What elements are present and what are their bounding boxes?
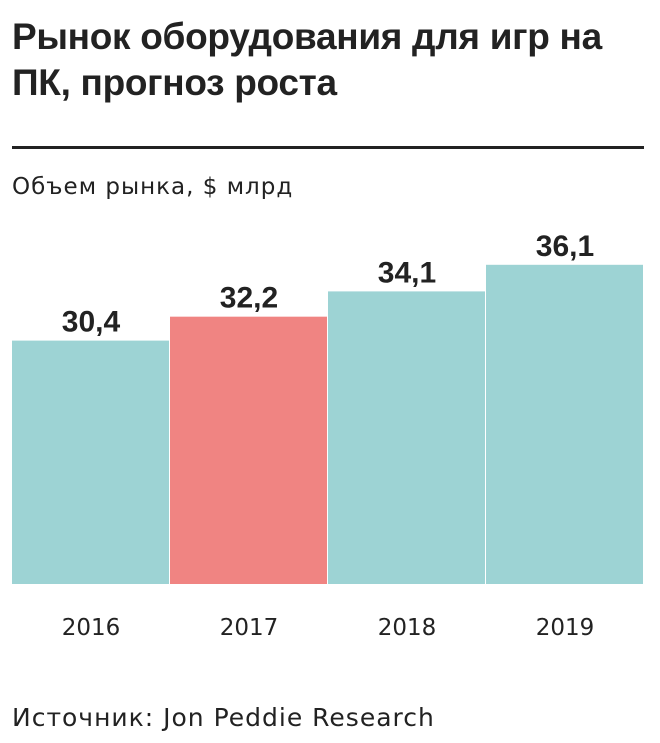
x-tick-label: 2017	[220, 615, 279, 641]
x-tick-label: 2016	[62, 615, 121, 641]
source-note: Источник: Jon Peddie Research	[12, 703, 435, 732]
data-label: 36,1	[536, 230, 594, 263]
bar-2018	[328, 291, 485, 584]
y-axis-label: Объем рынка, $ млрд	[12, 174, 294, 200]
chart-title: Рынок оборудования для игр на ПК, прогно…	[12, 16, 602, 103]
bar-2017	[170, 316, 327, 584]
bar-chart: 30,4 2016 32,2 2017 34,1 2018 36,1 2019	[12, 230, 643, 641]
bar-2019	[486, 264, 643, 584]
x-tick-label: 2019	[536, 615, 595, 641]
data-label: 32,2	[220, 282, 278, 315]
bar-2016	[12, 340, 169, 584]
title-divider	[12, 146, 644, 149]
data-label: 30,4	[62, 306, 121, 339]
x-tick-label: 2018	[378, 615, 437, 641]
data-label: 34,1	[378, 256, 436, 289]
